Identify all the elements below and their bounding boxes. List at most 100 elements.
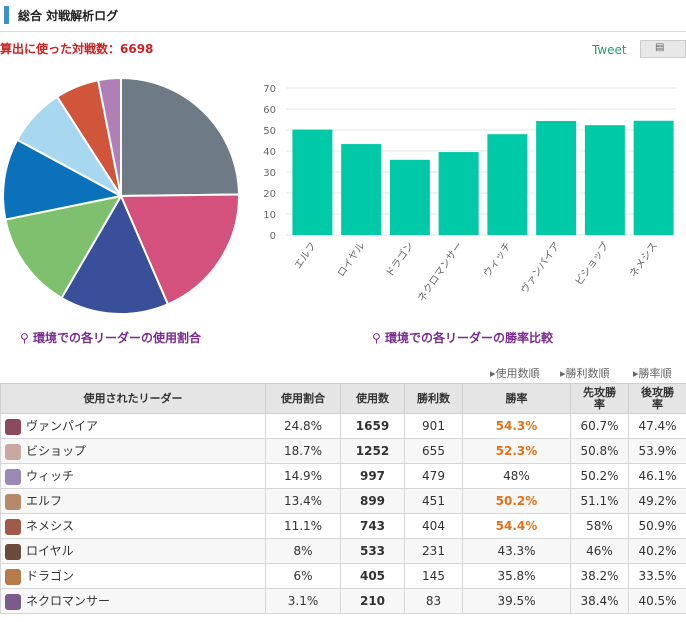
column-header-wins[interactable]: 勝利数 <box>404 383 463 414</box>
uses-cell: 1659 <box>340 413 405 439</box>
leader-avatar <box>5 493 21 510</box>
first-rate-cell: 50.2% <box>570 463 629 489</box>
y-tick-label: 40 <box>263 147 276 158</box>
leader-name: ネクロマンサー <box>26 594 111 609</box>
leader-cell: ドラゴン <box>0 563 266 589</box>
location-pin-icon: ⚲ <box>372 331 381 345</box>
uses-cell: 997 <box>340 463 405 489</box>
first-rate-cell: 60.7% <box>570 413 629 439</box>
bar[interactable] <box>438 152 479 235</box>
leader-name: ヴァンパイア <box>26 419 99 434</box>
leader-name: ネメシス <box>26 519 75 534</box>
uses-cell: 405 <box>340 563 405 589</box>
x-tick-label: ヴァンパイア <box>518 239 563 296</box>
pie-slice[interactable] <box>2 138 124 221</box>
share-cell: 8% <box>265 538 341 564</box>
bar-caption: ⚲ 環境での各リーダーの勝率比較 <box>372 331 553 345</box>
sort-by-usage-link[interactable]: ▸使用数順 <box>490 367 540 380</box>
uses-cell: 743 <box>340 513 405 539</box>
pie-slice[interactable] <box>96 76 122 197</box>
leader-avatar <box>5 418 21 435</box>
leader-cell: ウィッチ <box>0 463 266 489</box>
pie-slice[interactable] <box>4 194 123 300</box>
share-cell: 13.4% <box>265 488 341 514</box>
first-rate-cell: 46% <box>570 538 629 564</box>
rate-cell: 54.3% <box>462 413 571 439</box>
uses-cell: 1252 <box>340 438 405 464</box>
wins-cell: 231 <box>404 538 463 564</box>
bar[interactable] <box>389 159 430 235</box>
uses-cell: 899 <box>340 488 405 514</box>
leader-stats-table: 使用されたリーダー 使用割合 使用数 勝利数 勝率 先攻勝率 後攻勝率 ヴァンパ… <box>0 383 686 614</box>
share-cell: 3.1% <box>265 588 341 614</box>
rate-cell: 43.3% <box>462 538 571 564</box>
pie-slice[interactable] <box>60 193 170 315</box>
pie-chart <box>2 76 241 315</box>
y-tick-label: 0 <box>270 231 276 242</box>
share-cell: 24.8% <box>265 413 341 439</box>
uses-cell: 210 <box>340 588 405 614</box>
column-header-leader[interactable]: 使用されたリーダー <box>0 383 266 414</box>
second-rate-cell: 53.9% <box>628 438 686 464</box>
second-rate-cell: 46.1% <box>628 463 686 489</box>
bar[interactable] <box>487 134 528 235</box>
leader-name: ビショップ <box>26 444 87 459</box>
bar[interactable] <box>292 129 333 235</box>
x-tick-label: ウィッチ <box>481 240 514 280</box>
leader-name: ウィッチ <box>26 469 75 484</box>
second-rate-cell: 49.2% <box>628 488 686 514</box>
wins-cell: 404 <box>404 513 463 539</box>
bookmark-button[interactable]: ▤ <box>640 40 686 58</box>
y-tick-label: 10 <box>263 210 276 221</box>
wins-cell: 479 <box>404 463 463 489</box>
leader-cell: ビショップ <box>0 438 266 464</box>
y-tick-label: 30 <box>263 168 276 179</box>
wins-cell: 901 <box>404 413 463 439</box>
table-row: ビショップ 18.7% 1252 655 52.3% 50.8% 53.9% <box>0 438 686 464</box>
bookmark-icon: ▤ <box>655 42 665 53</box>
column-header-second-rate[interactable]: 後攻勝率 <box>628 383 686 414</box>
leader-avatar <box>5 443 21 460</box>
column-header-uses[interactable]: 使用数 <box>340 383 405 414</box>
bar[interactable] <box>536 120 577 235</box>
x-tick-label: エルフ <box>293 240 319 271</box>
pie-slice[interactable] <box>119 193 240 306</box>
bar[interactable] <box>584 125 625 235</box>
table-row: ネクロマンサー 3.1% 210 83 39.5% 38.4% 40.5% <box>0 588 686 614</box>
leader-avatar <box>5 593 21 610</box>
uses-cell: 533 <box>340 538 405 564</box>
leader-name: ロイヤル <box>26 544 74 559</box>
column-header-rate[interactable]: 勝率 <box>462 383 571 414</box>
charts-area: 0 10 20 30 40 50 60 70 エルフ ロイヤル ドラゴン ネクロマンサー ウィッチ ヴァン… <box>2 76 676 315</box>
triangle-right-icon: ▸ <box>560 367 566 380</box>
column-header-first-rate[interactable]: 先攻勝率 <box>570 383 629 414</box>
table-row: ドラゴン 6% 405 145 35.8% 38.2% 33.5% <box>0 563 686 589</box>
share-cell: 11.1% <box>265 513 341 539</box>
leader-cell: ネメシス <box>0 513 266 539</box>
leader-avatar <box>5 543 21 560</box>
second-rate-cell: 40.2% <box>628 538 686 564</box>
sort-by-rate-link[interactable]: ▸勝率順 <box>633 367 672 380</box>
bar[interactable] <box>341 144 382 235</box>
share-cell: 14.9% <box>265 463 341 489</box>
table-header-row: 使用されたリーダー 使用割合 使用数 勝利数 勝率 先攻勝率 後攻勝率 <box>0 383 686 414</box>
table-row: エルフ 13.4% 899 451 50.2% 51.1% 49.2% <box>0 488 686 514</box>
table-row: ロイヤル 8% 533 231 43.3% 46% 40.2% <box>0 538 686 564</box>
rate-cell: 35.8% <box>462 563 571 589</box>
rate-cell: 39.5% <box>462 588 571 614</box>
x-tick-label: ネメシス <box>627 240 660 280</box>
pie-slice[interactable] <box>120 76 241 198</box>
leader-name: ドラゴン <box>26 569 75 584</box>
tweet-button[interactable]: Tweet <box>592 43 627 57</box>
second-rate-cell: 47.4% <box>628 413 686 439</box>
leader-cell: ヴァンパイア <box>0 413 266 439</box>
first-rate-cell: 38.4% <box>570 588 629 614</box>
sort-by-wins-link[interactable]: ▸勝利数順 <box>560 367 610 380</box>
column-header-share[interactable]: 使用割合 <box>265 383 341 414</box>
x-tick-label: ネクロマンサー <box>415 240 465 304</box>
y-tick-label: 20 <box>263 189 276 200</box>
leader-cell: ネクロマンサー <box>0 588 266 614</box>
bar[interactable] <box>633 120 674 235</box>
triangle-right-icon: ▸ <box>490 367 496 380</box>
leader-avatar <box>5 468 21 485</box>
